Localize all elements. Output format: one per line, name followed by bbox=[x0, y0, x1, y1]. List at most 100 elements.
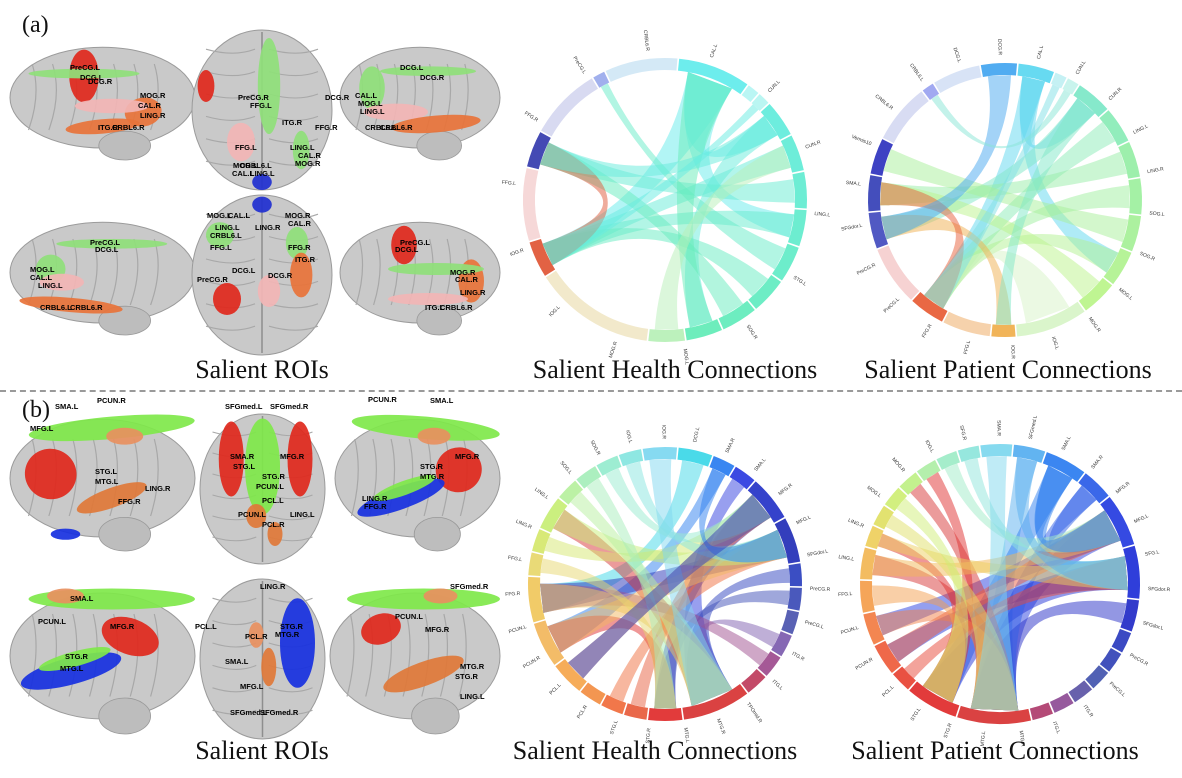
chord-segment bbox=[580, 682, 606, 705]
roi-label: LING.L bbox=[460, 692, 485, 701]
chord-label: SFGdor.L bbox=[841, 223, 863, 233]
chord-segment bbox=[943, 311, 992, 337]
roi-label: STG.R bbox=[420, 462, 444, 471]
chord-link bbox=[924, 84, 1060, 309]
roi-label: FFG.L bbox=[235, 143, 257, 152]
chord-label: PreCG.L bbox=[1108, 681, 1127, 699]
chord-label: SMA.R bbox=[724, 437, 736, 454]
roi-label: SMA.L bbox=[55, 402, 79, 411]
roi-label: CAL.R bbox=[288, 219, 311, 228]
chord-patient-a: CAL.L CUN.L CUN.R LING.L LING.R SOG.L SOG.R MOG… bbox=[841, 39, 1165, 360]
chord-label: ITG.L bbox=[1051, 721, 1061, 735]
roi-label: MOG.R bbox=[295, 159, 321, 168]
roi-label: FFG.R bbox=[118, 497, 141, 506]
chord-label: MOG.R bbox=[1087, 316, 1102, 334]
chord-segment bbox=[884, 487, 908, 512]
chord-segment bbox=[899, 472, 923, 495]
roi-label: MTG.L bbox=[95, 477, 119, 486]
roi-label: ITG.R bbox=[295, 255, 316, 264]
chord-label: PreCG.R bbox=[856, 262, 877, 277]
chord-label: MFG.R bbox=[1115, 480, 1132, 495]
chord-segment bbox=[957, 445, 981, 462]
chord-segment bbox=[877, 245, 920, 300]
roi-label: MTG.R bbox=[460, 662, 485, 671]
chord-label: STG.R bbox=[645, 727, 653, 743]
chord-segment bbox=[729, 466, 755, 490]
chord-link bbox=[1034, 465, 1121, 553]
roi-label: LING.R bbox=[255, 223, 281, 232]
chord-segment bbox=[540, 498, 568, 533]
chord-link bbox=[922, 556, 1128, 703]
chord-segment bbox=[684, 319, 722, 341]
chord-segment bbox=[605, 58, 678, 82]
chord-label: MFG.R bbox=[777, 482, 794, 497]
chord-segment bbox=[527, 132, 551, 170]
chord-segment bbox=[576, 466, 602, 489]
chord-segment bbox=[1068, 680, 1093, 703]
roi-label: CAL.R bbox=[298, 151, 321, 160]
chord-label: SOG.L bbox=[1149, 210, 1165, 218]
panel-b: SMA.L PCUN.R MFG.L STG.L MTG.L LING.R FFG.R SFG… bbox=[0, 389, 1182, 778]
chord-label: SFGmed.L bbox=[1028, 415, 1039, 440]
chord-label: FFG.R bbox=[505, 591, 521, 598]
roi-label: SFGmed.R bbox=[450, 582, 489, 591]
chord-label: CAL.L bbox=[709, 43, 719, 58]
roi-label: CRBL6.L bbox=[365, 123, 397, 132]
roi-label: ITG.L bbox=[425, 303, 445, 312]
chord-segment bbox=[780, 135, 804, 173]
chord-label: SMA.L bbox=[753, 457, 767, 473]
roi-label: MOG.R bbox=[285, 211, 311, 220]
roi-label: PCL.L bbox=[195, 622, 217, 631]
chord-label: SOG.L bbox=[558, 460, 573, 476]
roi-label: DCG.L bbox=[395, 245, 419, 254]
roi-label: PCUN.L bbox=[238, 510, 266, 519]
roi-label: PreCG.L bbox=[70, 63, 100, 72]
roi-label: STG.R bbox=[65, 652, 89, 661]
roi-label: SFGmed.L bbox=[225, 402, 263, 411]
chord-segment bbox=[748, 274, 782, 309]
chord-label: SFGdor.R bbox=[1148, 586, 1171, 593]
chord-segment bbox=[529, 238, 556, 276]
chord-segment bbox=[882, 91, 929, 144]
chord-label: DCG.L bbox=[692, 426, 701, 442]
chord-link bbox=[1015, 457, 1128, 591]
chord-segment bbox=[868, 211, 889, 249]
chord-label: STG.L bbox=[910, 707, 923, 723]
chord-label: MTG.L bbox=[980, 731, 988, 747]
roi-labels-b: SMA.LPCUN.RMFG.LSTG.LMTG.LLING.RFFG.RSFG… bbox=[30, 395, 489, 717]
chord-label: PreCG.R bbox=[810, 586, 831, 593]
chord-segment bbox=[677, 447, 713, 467]
chord-link bbox=[542, 104, 759, 266]
caption-patient-connections: Salient Patient Connections bbox=[864, 355, 1152, 384]
chord-segment bbox=[1062, 78, 1079, 95]
chord-segment bbox=[648, 707, 683, 721]
chord-label: SFG.L bbox=[1145, 549, 1161, 558]
chord-segment bbox=[741, 85, 759, 103]
chord-label: CAL.L bbox=[1036, 45, 1045, 60]
roi-label: MOG.L bbox=[358, 99, 383, 108]
chord-segment bbox=[863, 611, 885, 645]
roi-label: PCUN.L bbox=[395, 612, 423, 621]
caption-health-connections: Salient Health Connections bbox=[532, 355, 818, 384]
roi-label: LING.R bbox=[260, 582, 286, 591]
chord-segment bbox=[934, 65, 982, 94]
chord-label: SFGdor.L bbox=[1142, 620, 1164, 632]
caption-salient-rois: Salient ROIs bbox=[195, 736, 329, 765]
roi-label: SFGmed.R bbox=[270, 402, 309, 411]
chord-segment bbox=[624, 703, 649, 720]
chord-link bbox=[567, 494, 771, 679]
chord-label: MOG.L bbox=[682, 348, 690, 365]
roi-label: LING.L bbox=[38, 281, 63, 290]
brain-b-lateral-right-top bbox=[334, 414, 501, 552]
brain-b-top bbox=[199, 413, 326, 565]
chord-segment bbox=[523, 168, 541, 241]
chord-label: LING.L bbox=[814, 211, 831, 219]
chord-segment bbox=[870, 139, 893, 176]
panel-a: PreCG.L DCG.L DCG.R MOG.R CAL.R LING.R ITG.R CR… bbox=[9, 12, 1165, 384]
chord-label: MOG.R bbox=[890, 457, 906, 474]
roi-label: DCG.L bbox=[232, 266, 256, 275]
roi-labels-a: PreCG.LDCG.LDCG.RMOG.RCAL.RLING.RITG.RCR… bbox=[30, 63, 486, 312]
chord-label: MTG.R bbox=[715, 718, 726, 736]
chord-link bbox=[970, 456, 1019, 711]
roi-label: DCG.R bbox=[325, 93, 350, 102]
